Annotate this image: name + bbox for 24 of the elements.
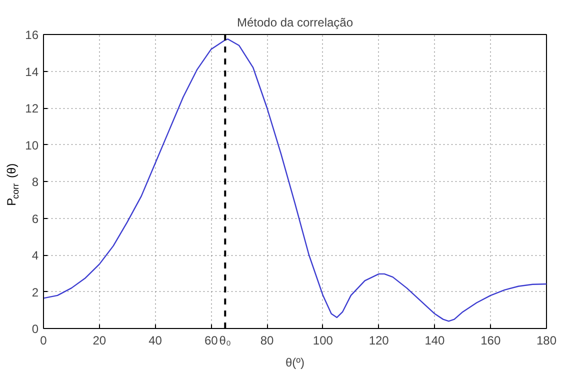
x-axis-title: θ(º) <box>285 356 305 370</box>
x-tick-label: 160 <box>480 334 501 348</box>
y-tick-label: 8 <box>32 175 39 189</box>
y-tick-label: 14 <box>25 64 39 79</box>
y-tick-label: 12 <box>25 102 39 116</box>
x-tick-label: 180 <box>536 334 557 348</box>
x-tick-label: 80 <box>260 334 274 348</box>
y-axis-title: Pcorr(θ) <box>4 163 20 206</box>
y-tick-label: 16 <box>25 28 39 42</box>
line-series <box>44 38 546 322</box>
y-tick-label: 10 <box>25 138 39 152</box>
x-tick-label: 60 <box>204 334 218 348</box>
y-tick-label: 6 <box>32 212 39 226</box>
y-tick-label: 2 <box>32 285 39 300</box>
x-tick-label: θ₀ <box>219 334 231 348</box>
x-tick-label: 0 <box>40 334 48 348</box>
y-tick-label: 0 <box>32 322 39 336</box>
x-tick-label: 100 <box>312 334 334 348</box>
chart-title: Método da correlação <box>236 16 354 30</box>
y-tick-label: 4 <box>32 248 39 262</box>
x-tick-label: 120 <box>368 334 390 348</box>
x-tick-label: 40 <box>148 334 162 348</box>
x-tick-label: 140 <box>424 334 446 348</box>
x-tick-label: 20 <box>92 334 106 348</box>
